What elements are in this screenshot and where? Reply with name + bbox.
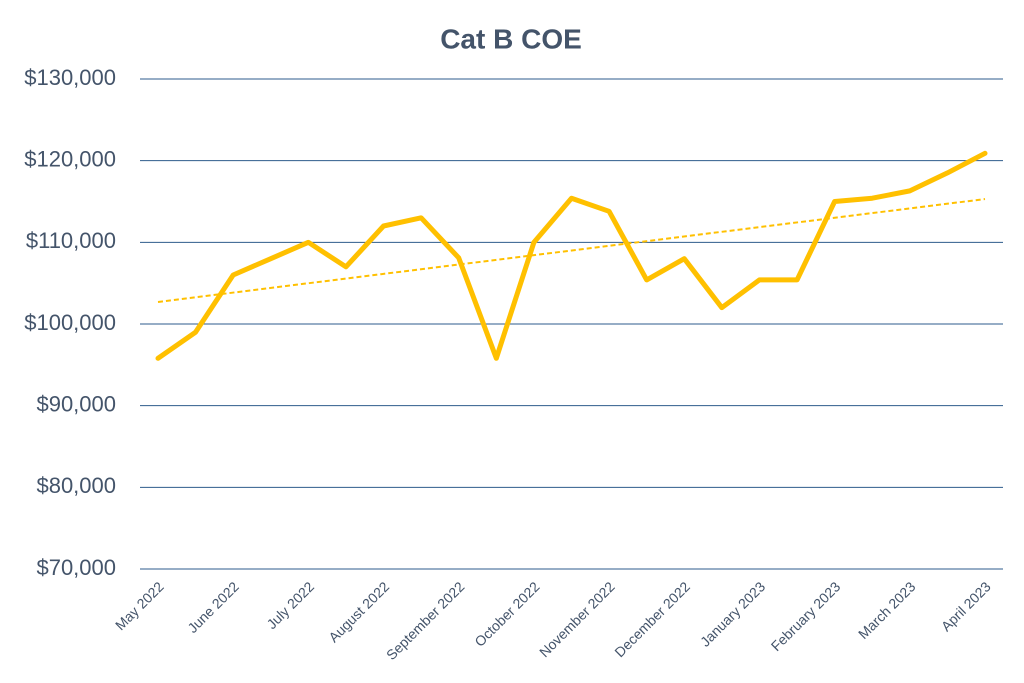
x-tick-label: November 2022 [536,578,618,660]
x-tick-label: October 2022 [471,578,542,649]
x-tick-label: June 2022 [184,578,242,636]
chart-title: Cat B COE [440,23,582,54]
x-tick-label: January 2023 [697,578,768,649]
x-tick-label: July 2022 [263,578,317,632]
x-tick-label: February 2023 [768,578,844,654]
y-tick-label: $130,000 [24,65,116,90]
x-tick-label: May 2022 [112,578,167,633]
y-tick-label: $100,000 [24,310,116,335]
x-tick-label: April 2023 [938,578,994,634]
y-tick-label: $80,000 [36,473,116,498]
y-tick-label: $70,000 [36,555,116,580]
trendline [157,198,986,303]
y-tick-label: $110,000 [26,228,116,253]
y-tick-label: $90,000 [36,391,116,416]
x-tick-label: December 2022 [611,578,693,660]
y-tick-label: $120,000 [24,146,116,171]
data-line [155,150,988,361]
x-tick-label: March 2023 [855,578,919,642]
x-tick-label: September 2022 [383,578,468,663]
x-tick-label: August 2022 [325,578,392,645]
